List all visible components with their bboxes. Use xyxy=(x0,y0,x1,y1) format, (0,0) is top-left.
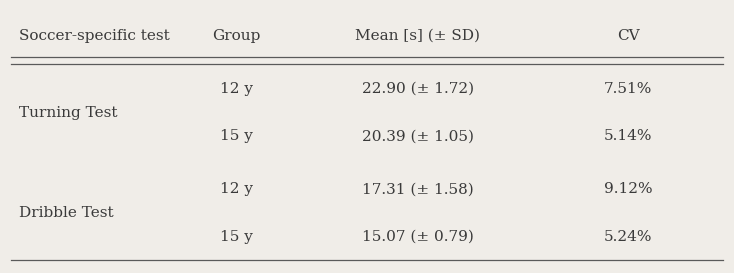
Text: 5.14%: 5.14% xyxy=(604,129,653,144)
Text: 15.07 (± 0.79): 15.07 (± 0.79) xyxy=(362,230,473,244)
Text: 5.24%: 5.24% xyxy=(604,230,653,244)
Text: Dribble Test: Dribble Test xyxy=(18,206,113,220)
Text: 20.39 (± 1.05): 20.39 (± 1.05) xyxy=(362,129,473,144)
Text: 7.51%: 7.51% xyxy=(604,82,653,96)
Text: 15 y: 15 y xyxy=(220,129,252,144)
Text: 9.12%: 9.12% xyxy=(604,182,653,197)
Text: 15 y: 15 y xyxy=(220,230,252,244)
Text: Mean [s] (± SD): Mean [s] (± SD) xyxy=(355,29,480,43)
Text: 12 y: 12 y xyxy=(220,82,253,96)
Text: 17.31 (± 1.58): 17.31 (± 1.58) xyxy=(362,182,473,197)
Text: Group: Group xyxy=(212,29,261,43)
Text: CV: CV xyxy=(617,29,639,43)
Text: Turning Test: Turning Test xyxy=(18,106,117,120)
Text: 12 y: 12 y xyxy=(220,182,253,197)
Text: Soccer-specific test: Soccer-specific test xyxy=(18,29,170,43)
Text: 22.90 (± 1.72): 22.90 (± 1.72) xyxy=(362,82,474,96)
